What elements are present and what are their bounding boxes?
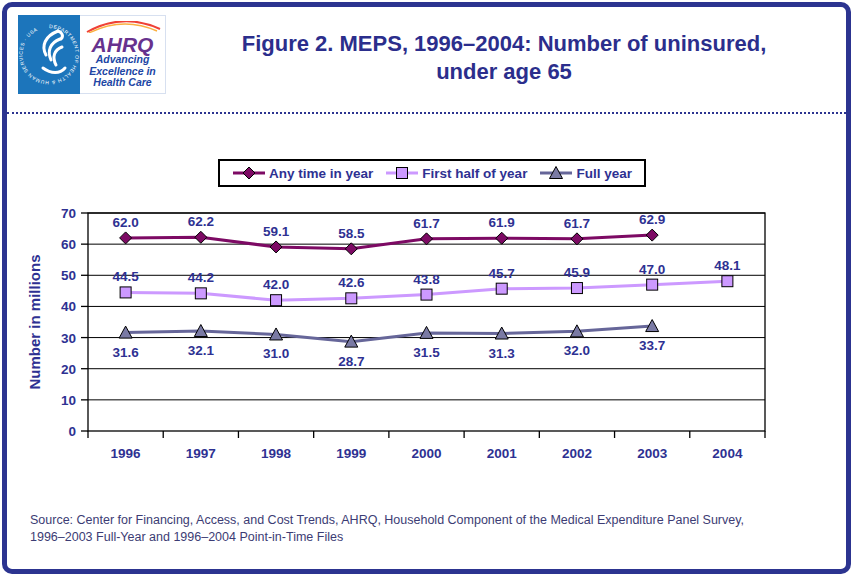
agency-logo: DEPARTMENT OF HEALTH & HUMAN SERVICES · …	[18, 15, 166, 96]
page-title: Figure 2. MEPS, 1996–2004: Number of uni…	[168, 30, 840, 86]
legend-label: Any time in year	[269, 166, 373, 181]
y-tick-label: 30	[61, 331, 76, 346]
data-label: 47.0	[639, 262, 665, 277]
x-tick-label: 1997	[186, 446, 216, 461]
y-tick-label: 70	[61, 206, 76, 221]
y-tick-label: 40	[61, 299, 76, 314]
data-label: 59.1	[263, 224, 290, 239]
data-label: 44.2	[188, 270, 214, 285]
y-tick-label: 50	[61, 268, 76, 283]
source-line2: 1996–2003 Full-Year and 1996–2004 Point-…	[30, 529, 840, 546]
ahrq-logo: AHRQ Advancing Excellence in Health Care	[80, 15, 166, 94]
legend-item: Full year	[539, 166, 632, 181]
legend-item: First half of year	[385, 166, 527, 181]
page: DEPARTMENT OF HEALTH & HUMAN SERVICES · …	[0, 0, 853, 576]
x-tick-label: 1998	[261, 446, 292, 461]
page-title-line2: under age 65	[168, 58, 840, 86]
chart-legend: Any time in year First half of year Full y…	[218, 159, 646, 187]
data-label: 31.3	[489, 346, 516, 361]
x-tick-label: 2004	[712, 446, 743, 461]
x-tick-label: 1996	[111, 446, 142, 461]
legend-item: Any time in year	[232, 166, 373, 181]
data-label: 32.1	[188, 343, 215, 358]
series-line	[126, 235, 653, 249]
y-axis-title: Number in millions	[26, 254, 43, 389]
y-tick-label: 0	[68, 424, 76, 439]
x-tick-label: 2001	[487, 446, 518, 461]
data-label: 62.0	[112, 215, 138, 230]
data-label: 58.5	[338, 226, 365, 241]
diamond-marker-icon	[232, 166, 266, 180]
data-label: 31.0	[263, 346, 289, 361]
data-label: 48.1	[714, 258, 741, 273]
series-data-labels: 31.6 32.1 31.0 28.7 31.5 31.3 32.0 33.7	[112, 338, 665, 369]
data-label: 62.2	[188, 214, 214, 229]
data-label: 62.9	[639, 212, 665, 227]
series-line	[126, 281, 728, 300]
page-title-line1: Figure 2. MEPS, 1996–2004: Number of uni…	[168, 30, 840, 58]
legend-label: First half of year	[422, 166, 527, 181]
data-label: 45.7	[489, 266, 515, 281]
series-data-labels: 62.0 62.2 59.1 58.5 61.7 61.9 61.7 62.9	[112, 212, 665, 241]
triangle-marker-icon	[539, 166, 573, 180]
series-markers	[120, 276, 733, 306]
plot-border	[88, 213, 765, 431]
legend-label: Full year	[576, 166, 632, 181]
y-tick-label: 60	[61, 237, 76, 252]
x-tick-label: 2000	[411, 446, 441, 461]
ahrq-tagline-line3: Health Care	[80, 77, 165, 89]
y-tick-label: 20	[61, 362, 76, 377]
series-markers	[120, 229, 659, 255]
data-label: 32.0	[564, 343, 590, 358]
gridlines	[88, 213, 765, 400]
data-label: 61.9	[489, 215, 515, 230]
data-label: 42.0	[263, 277, 289, 292]
data-label: 33.7	[639, 338, 665, 353]
axes: 0 10 20 30 40 50 60 70 1996 1997 1998 1999 2000 2001 2…	[61, 206, 765, 461]
data-label: 44.5	[112, 269, 139, 284]
hhs-seal-icon: DEPARTMENT OF HEALTH & HUMAN SERVICES · …	[18, 15, 80, 94]
data-label: 42.6	[338, 275, 365, 290]
data-label: 45.9	[564, 265, 590, 280]
data-label: 61.7	[413, 216, 439, 231]
series-line	[126, 326, 653, 342]
ahrq-arc-icon	[83, 21, 163, 33]
data-label: 28.7	[338, 354, 364, 369]
data-label: 31.6	[112, 345, 139, 360]
x-tick-label: 2003	[637, 446, 668, 461]
square-marker-icon	[385, 166, 419, 180]
x-tick-label: 1999	[336, 446, 366, 461]
series-data-labels: 44.5 44.2 42.0 42.6 43.8 45.7 45.9 47.0 48.1	[112, 258, 741, 292]
data-label: 31.5	[413, 345, 440, 360]
ahrq-wordmark: AHRQ	[80, 35, 165, 54]
data-label: 61.7	[564, 216, 590, 231]
header-divider	[7, 112, 846, 114]
data-label: 43.8	[413, 272, 440, 287]
source-line1: Source: Center for Financing, Access, an…	[30, 512, 840, 529]
source-text: Source: Center for Financing, Access, an…	[30, 512, 840, 546]
x-tick-label: 2002	[562, 446, 592, 461]
y-tick-label: 10	[61, 393, 76, 408]
series-markers	[119, 320, 659, 348]
